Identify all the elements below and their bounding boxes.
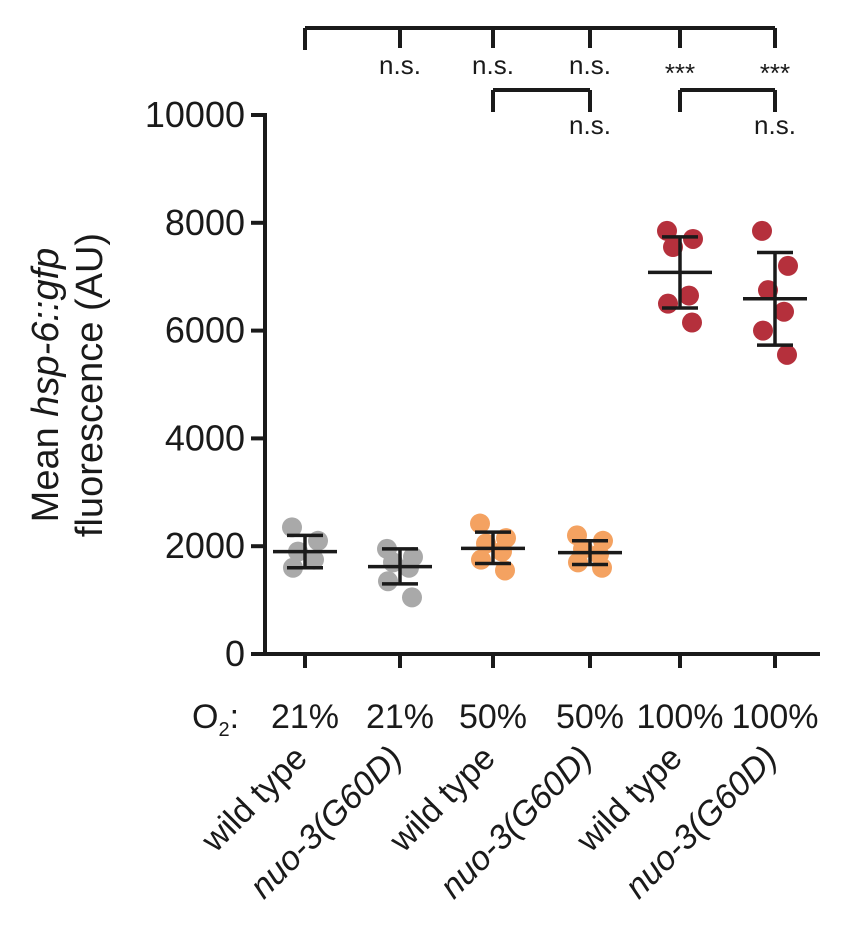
o2-value-label: 100% (637, 698, 724, 736)
y-tick-label: 10000 (145, 94, 245, 135)
data-point (592, 557, 612, 578)
y-tick-label: 2000 (165, 525, 245, 566)
data-point (774, 301, 794, 322)
data-point (758, 280, 778, 301)
data-point (568, 552, 588, 573)
data-point (471, 549, 491, 570)
data-point (679, 285, 699, 306)
significance-label: *** (760, 58, 790, 88)
significance-label: n.s. (569, 50, 611, 80)
data-point (663, 237, 683, 258)
y-axis-label-prefix: Mean (25, 417, 67, 523)
o2-label-subscript: 2 (218, 719, 229, 741)
significance-label: n.s. (379, 50, 421, 80)
y-axis-label-gene: hsp-6::gfp (25, 248, 67, 417)
y-tick-label: 4000 (165, 417, 245, 458)
o2-label-symbol: O (192, 698, 218, 736)
data-point (282, 517, 302, 538)
o2-value-label: 21% (366, 698, 434, 736)
y-tick-label: 0 (225, 633, 245, 674)
y-tick-label: 8000 (165, 202, 245, 243)
o2-label: O2: (192, 698, 239, 741)
sub-bracket-label: n.s. (754, 110, 796, 140)
data-point (753, 320, 773, 341)
data-point (470, 513, 490, 534)
significance-label: n.s. (472, 50, 514, 80)
y-axis-label-line2: fluorescence (AU) (69, 233, 111, 537)
o2-value-label: 50% (556, 698, 624, 736)
o2-value-label: 50% (459, 698, 527, 736)
o2-value-label: 100% (732, 698, 819, 736)
sub-bracket-label: n.s. (569, 110, 611, 140)
data-point (752, 220, 772, 241)
data-point (777, 344, 797, 365)
significance-label: *** (665, 58, 695, 88)
y-axis-label: Mean hsp-6::gfpfluorescence (AU) (25, 233, 111, 537)
y-tick-label: 6000 (165, 310, 245, 351)
data-point (778, 255, 798, 276)
data-point (304, 549, 324, 570)
o2-label-colon: : (230, 698, 239, 736)
data-point (658, 293, 678, 314)
data-point (492, 541, 512, 562)
data-point (402, 587, 422, 608)
data-point (495, 560, 515, 581)
data-point (683, 228, 703, 249)
data-point (682, 312, 702, 333)
data-point (378, 571, 398, 592)
o2-value-label: 21% (271, 698, 339, 736)
